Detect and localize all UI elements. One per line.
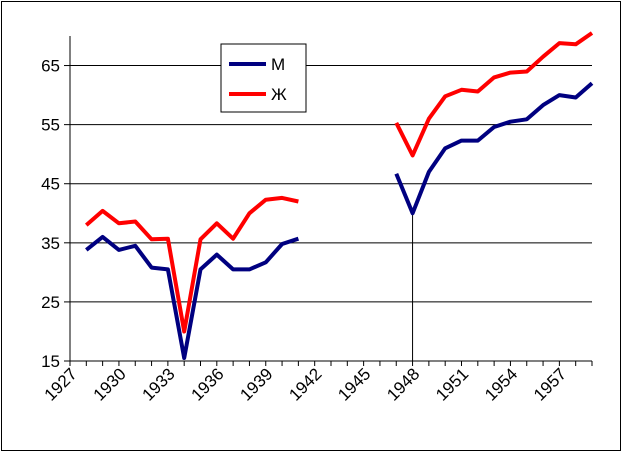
y-tick-label-25: 25 — [41, 293, 60, 312]
y-tick-label-55: 55 — [41, 116, 60, 135]
x-tick-label-1933: 1933 — [139, 364, 179, 404]
series-line-zh-segment-2 — [394, 31, 594, 158]
x-tick-label-1936: 1936 — [187, 364, 227, 404]
series-line-m-segment-2 — [394, 81, 594, 216]
series-line-zh-segment-1 — [84, 195, 299, 334]
x-tick-label-1957: 1957 — [530, 364, 570, 404]
x-tick-labels: 1927 1930 1933 1936 1939 1942 1945 1948 1951 1954… — [41, 364, 571, 404]
x-tick-label-1945: 1945 — [334, 364, 374, 404]
y-tick-label-35: 35 — [41, 234, 60, 253]
legend-label-1: М — [271, 55, 285, 74]
x-tick-label-1939: 1939 — [236, 364, 276, 404]
legend: МЖ — [220, 43, 307, 113]
y-tick-label-65: 65 — [41, 57, 60, 76]
y-tick-labels: 15 25 35 45 55 65 — [41, 57, 60, 371]
y-tick-label-45: 45 — [41, 175, 60, 194]
legend-box — [220, 43, 307, 113]
x-tick-label-1930: 1930 — [90, 364, 130, 404]
axes — [64, 36, 593, 366]
x-tick-label-1951: 1951 — [432, 364, 472, 404]
x-tick-label-1948: 1948 — [383, 364, 423, 404]
series-lines — [84, 31, 594, 360]
legend-label-2: Ж — [271, 85, 287, 104]
x-tick-label-1942: 1942 — [285, 364, 325, 404]
y-tick-label-15: 15 — [41, 352, 60, 371]
x-tick-label-1954: 1954 — [481, 364, 521, 404]
gridlines — [70, 65, 592, 303]
series-line-m-segment-1 — [85, 234, 300, 360]
